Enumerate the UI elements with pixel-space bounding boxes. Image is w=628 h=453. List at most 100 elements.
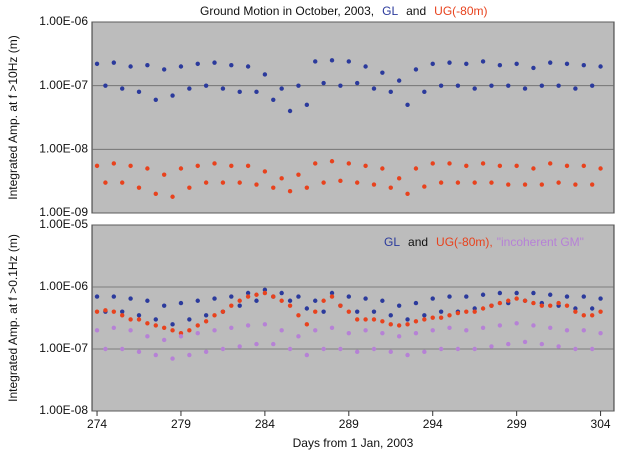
data-point [363, 296, 368, 301]
data-point [405, 191, 410, 197]
data-point [329, 290, 335, 296]
data-point [589, 306, 595, 311]
data-point [287, 298, 293, 303]
data-point [120, 346, 125, 352]
data-point [405, 317, 410, 322]
data-point [94, 163, 100, 169]
y-axis-label: Integrated Amp. at f >0.1Hz (m) [6, 234, 20, 402]
data-point [430, 296, 435, 301]
legend-entry: GL [382, 4, 398, 18]
data-point [354, 349, 360, 355]
data-point [313, 298, 318, 303]
data-point [220, 180, 226, 185]
data-point [254, 341, 259, 347]
data-point [464, 163, 469, 169]
data-point [548, 303, 553, 308]
data-point [489, 303, 494, 308]
data-point [145, 321, 150, 326]
data-point [262, 290, 268, 296]
data-point [220, 309, 226, 314]
data-point [598, 330, 603, 336]
data-point [564, 294, 570, 299]
data-point [564, 303, 570, 308]
data-point [388, 313, 393, 318]
data-point [531, 290, 536, 296]
data-point [229, 163, 234, 169]
data-point [103, 83, 108, 88]
data-point [548, 292, 553, 297]
data-point [472, 180, 477, 185]
data-point [539, 182, 545, 187]
data-point [321, 80, 326, 86]
data-point [581, 163, 586, 169]
data-point [497, 323, 503, 328]
data-point [304, 322, 310, 327]
data-point [120, 313, 125, 318]
data-point [94, 328, 100, 333]
data-point [388, 89, 393, 95]
data-point [145, 334, 150, 339]
data-point [388, 322, 393, 327]
data-point [489, 344, 494, 349]
data-point [422, 89, 427, 95]
data-point [296, 83, 301, 88]
data-point [598, 166, 603, 171]
data-point [472, 346, 477, 352]
data-point [212, 296, 217, 301]
data-point [178, 64, 184, 69]
data-point [522, 86, 528, 91]
data-point [388, 185, 393, 190]
data-point [94, 309, 100, 314]
data-point [271, 294, 276, 299]
y-tick-label: 1.00E-06 [39, 279, 88, 293]
data-point [153, 191, 158, 197]
data-point [103, 308, 108, 313]
legend-separator: and [406, 4, 426, 18]
data-point [589, 346, 595, 352]
data-point [237, 303, 242, 308]
data-point [212, 161, 217, 166]
data-point [245, 163, 251, 169]
data-point [279, 298, 284, 303]
data-point [464, 309, 469, 314]
data-point [539, 83, 545, 88]
data-point [237, 89, 242, 95]
data-point [564, 328, 570, 333]
data-point [472, 306, 477, 311]
data-point [548, 60, 553, 65]
x-axis-label: Days from 1 Jan, 2003 [293, 436, 414, 450]
data-point [447, 60, 452, 65]
data-point [313, 328, 318, 333]
data-point [145, 166, 150, 171]
data-point [254, 89, 259, 95]
data-point [396, 78, 402, 83]
data-point [438, 309, 444, 314]
data-point [153, 97, 158, 102]
data-point [531, 65, 536, 71]
data-point [413, 166, 419, 171]
data-point [480, 161, 486, 166]
data-point [464, 61, 469, 67]
data-point [313, 59, 318, 64]
data-point [455, 346, 461, 352]
data-point [187, 328, 192, 333]
data-point [203, 349, 209, 355]
data-point [539, 341, 545, 347]
x-tick-label: 299 [507, 417, 527, 431]
data-point [195, 330, 200, 336]
data-point [514, 321, 519, 326]
data-point [581, 294, 586, 299]
data-point [346, 330, 352, 336]
data-point [422, 349, 427, 355]
data-point [438, 315, 444, 320]
data-point [455, 310, 461, 316]
data-point [338, 346, 343, 352]
data-point [279, 176, 284, 181]
data-point [145, 62, 150, 68]
x-tick-label: 294 [423, 417, 443, 431]
legend-entry: GL [384, 235, 400, 249]
data-point [589, 83, 595, 88]
data-point [287, 108, 293, 114]
data-point [564, 61, 570, 67]
data-point [405, 352, 410, 358]
